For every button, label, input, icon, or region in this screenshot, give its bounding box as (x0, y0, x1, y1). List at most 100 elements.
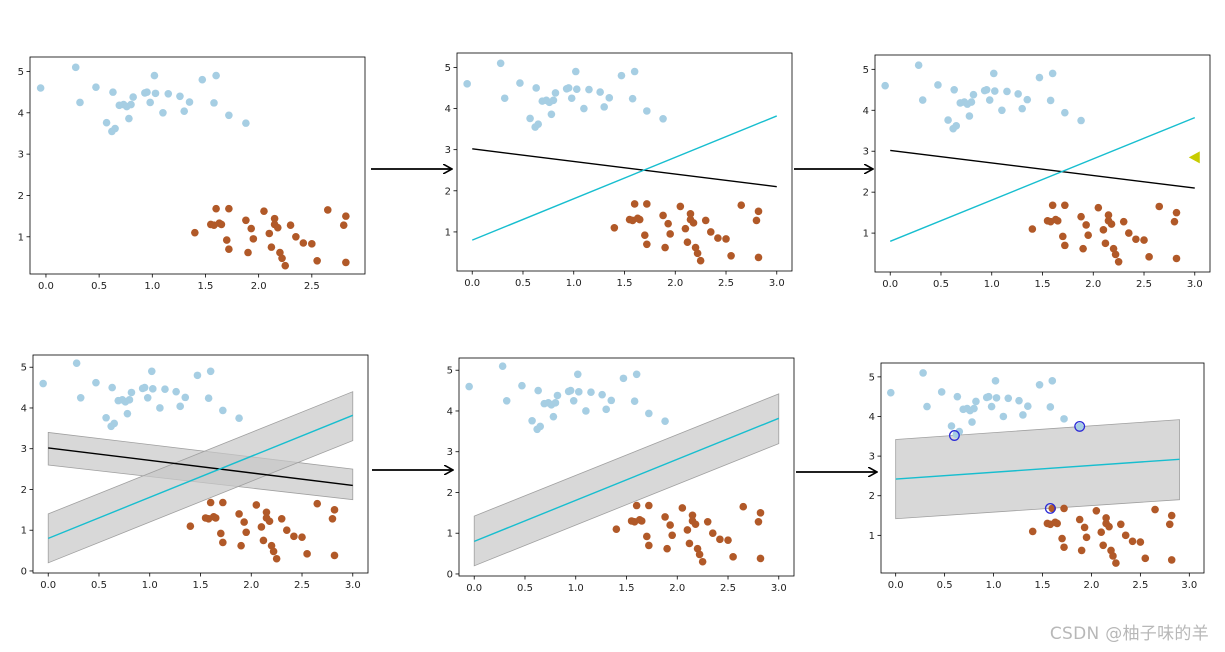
point-class-a (1060, 415, 1068, 423)
point-class-a (549, 412, 558, 421)
point-class-b (729, 553, 737, 561)
x-tick-label: 1.0 (986, 580, 1002, 591)
point-class-b (727, 251, 735, 260)
point-class-b (262, 508, 271, 517)
point-class-a (934, 81, 942, 89)
y-tick-label: 0 (21, 566, 27, 577)
point-class-b (754, 253, 763, 262)
point-class-a (1019, 411, 1027, 419)
point-class-a (617, 71, 626, 80)
point-class-b (612, 525, 621, 533)
point-class-b (1077, 546, 1086, 555)
point-class-b (299, 239, 308, 247)
point-class-b (1101, 239, 1110, 248)
point-class-b (1061, 241, 1069, 250)
point-class-a (605, 94, 614, 102)
point-class-b (1145, 253, 1153, 261)
y-tick-label: 4 (18, 108, 24, 119)
x-tick-label: 2.5 (1136, 279, 1152, 290)
y-tick-label: 4 (447, 406, 453, 417)
point-class-b (722, 235, 730, 243)
point-class-b (330, 506, 339, 514)
point-class-a (176, 402, 184, 411)
point-class-b (1028, 527, 1037, 536)
point-class-b (1099, 226, 1108, 234)
y-tick-label: 2 (447, 488, 453, 499)
x-tick-label: 1.5 (1035, 279, 1051, 290)
x-tick-label: 2.0 (243, 580, 259, 591)
point-class-b (701, 216, 710, 225)
watermark: CSDN @柚子味的羊 (1049, 624, 1209, 644)
point-class-b (298, 533, 306, 541)
point-class-a (147, 367, 156, 376)
separator-line-cyan (471, 115, 778, 241)
point-class-a (534, 386, 542, 395)
point-class-a (198, 75, 207, 84)
x-tick-label: 2.0 (1085, 279, 1101, 290)
point-class-b (645, 541, 653, 550)
panel-6: 1 2 3 4 5 0.0 0.5 1.0 1.5 2.0 2.5 3.0 (869, 362, 1205, 591)
point-class-b (1132, 235, 1140, 244)
point-class-b (683, 526, 692, 534)
point-class-a (72, 359, 81, 367)
point-class-a (569, 396, 578, 405)
point-class-b (313, 256, 321, 265)
point-class-a (92, 83, 100, 91)
point-class-b (1117, 520, 1125, 529)
point-class-b (716, 535, 724, 544)
point-class-a (947, 422, 956, 430)
point-class-a (534, 120, 543, 128)
x-tick-label: 0.0 (40, 580, 56, 591)
point-class-a (156, 404, 164, 412)
point-class-a (180, 107, 189, 115)
point-class-b (276, 248, 284, 257)
y-tick-label: 2 (869, 491, 875, 502)
point-class-b (237, 541, 245, 550)
point-class-b (259, 536, 268, 545)
x-tick-label: 2.0 (669, 583, 685, 594)
point-class-b (686, 210, 695, 218)
x-tick-label: 1.5 (193, 580, 209, 591)
point-class-b (1082, 533, 1091, 542)
point-class-b (242, 216, 250, 225)
point-class-a (553, 391, 562, 400)
point-class-a (206, 367, 215, 376)
point-class-b (1060, 543, 1068, 552)
point-class-b (681, 224, 690, 233)
y-tick-label: 1 (445, 227, 451, 238)
point-class-b (1121, 531, 1130, 540)
y-tick-label: 2 (445, 186, 451, 197)
point-class-a (143, 393, 152, 402)
point-class-b (1097, 528, 1106, 536)
point-class-a (71, 63, 80, 72)
point-class-b (714, 234, 722, 242)
y-tick-label: 5 (21, 363, 27, 374)
point-class-b (1167, 556, 1176, 564)
point-class-b (663, 544, 671, 553)
point-class-b (1105, 522, 1113, 531)
point-class-a (1003, 87, 1011, 96)
point-class-b (689, 219, 698, 227)
point-class-b (1124, 229, 1133, 237)
point-class-a (161, 385, 169, 394)
point-class-a (76, 393, 85, 402)
point-class-b (265, 229, 274, 238)
point-class-a (235, 414, 243, 422)
point-class-a (1048, 69, 1057, 78)
point-class-b (222, 236, 231, 244)
point-class-b (756, 509, 765, 517)
point-class-a (571, 67, 580, 76)
point-class-b (645, 501, 653, 510)
point-class-b (249, 235, 258, 243)
point-class-b (676, 202, 685, 211)
point-class-a (39, 379, 47, 388)
y-tick-label: 1 (447, 529, 453, 540)
point-class-b (706, 228, 715, 236)
point-class-b (313, 499, 322, 508)
point-class-a (1077, 116, 1085, 125)
point-class-b (1140, 236, 1148, 244)
x-tick-label: 3.0 (771, 583, 787, 594)
y-tick-label: 3 (18, 150, 24, 161)
x-tick-label: 1.0 (142, 580, 158, 591)
point-class-b (635, 215, 644, 224)
